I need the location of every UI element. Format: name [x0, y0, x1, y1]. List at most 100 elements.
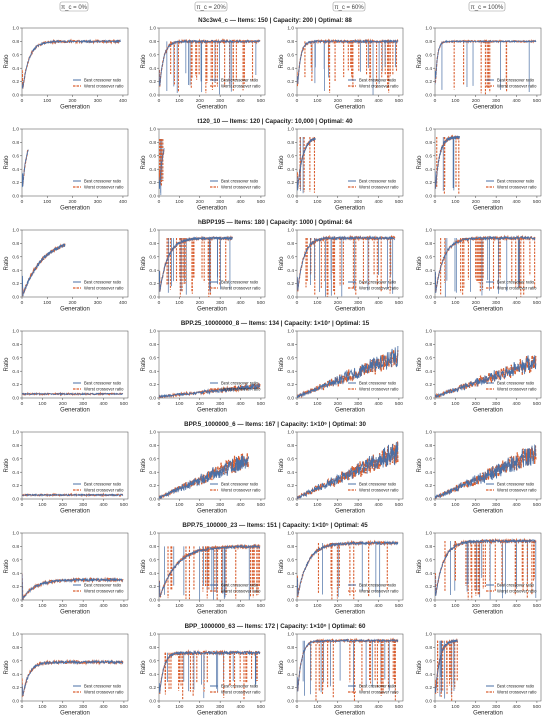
best-series-line [159, 650, 261, 694]
x-tick-label: 100 [451, 603, 459, 609]
x-tick-label: 200 [196, 704, 204, 710]
x-tick-label: 300 [492, 98, 500, 104]
x-tick-label: 400 [237, 603, 245, 609]
y-tick-label: 0.2 [12, 180, 19, 186]
x-tick-label: 100 [38, 704, 46, 710]
x-axis-label: Generation [335, 610, 365, 616]
x-tick-label: 500 [533, 401, 541, 407]
x-tick-label: 0 [21, 300, 24, 306]
legend-best-label: Best crossover ratio [221, 684, 259, 689]
legend-best-label: Best crossover ratio [221, 381, 259, 386]
legend-best-label: Best crossover ratio [359, 381, 397, 386]
x-tick-label: 500 [120, 704, 128, 710]
worst-series-line [22, 243, 66, 297]
legend-best-label: Best crossover ratio [221, 583, 259, 588]
x-tick-label: 100 [175, 199, 183, 205]
legend-best-label: Best crossover ratio [84, 179, 122, 184]
panel-r3-c0: 0.0 0.2 0.4 0.6 0.8 1.0 0 100 200 300 400 500 Genera… [4, 329, 128, 414]
x-tick-label: 100 [38, 401, 46, 407]
best-series-line [297, 442, 399, 499]
y-tick-label: 0.4 [149, 571, 156, 577]
best-series-line [159, 543, 261, 598]
y-tick-label: 0.2 [287, 685, 294, 691]
plot-frame [296, 431, 404, 500]
x-tick-label: 100 [313, 401, 321, 407]
plot-frame [21, 229, 129, 298]
column-tag-label: π_c = 60% [334, 5, 364, 11]
y-tick-label: 0.4 [425, 470, 432, 476]
plot-area [435, 537, 537, 600]
row-title-4: BPP.5_1000000_6 — Items: 167 | Capacity:… [184, 421, 366, 428]
y-axis-label: Ratio [141, 559, 147, 574]
y-tick-label: 1.0 [425, 531, 432, 537]
plot-area [22, 149, 29, 188]
x-tick-label: 400 [375, 603, 383, 609]
y-tick-label: 0.2 [425, 281, 432, 287]
x-tick-label: 0 [158, 603, 161, 609]
x-tick-label: 400 [513, 199, 521, 205]
best-series-line [435, 444, 537, 499]
y-tick-label: 0.8 [149, 241, 156, 247]
plot-area [297, 539, 399, 600]
y-tick-label: 0.0 [287, 295, 294, 301]
y-tick-label: 0.6 [425, 355, 432, 361]
panel-r4-c2: 0.0 0.2 0.4 0.6 0.8 1.0 0 100 200 300 400 500 Genera… [279, 430, 403, 515]
x-tick-label: 300 [354, 502, 362, 508]
y-tick-label: 1.0 [12, 127, 19, 133]
y-tick-label: 0.0 [425, 497, 432, 503]
x-tick-label: 100 [175, 98, 183, 104]
y-tick-label: 0.4 [12, 470, 19, 476]
x-tick-label: 200 [472, 300, 480, 306]
best-series-line [297, 235, 396, 291]
x-tick-label: 100 [451, 502, 459, 508]
x-axis-label: Generation [335, 408, 365, 414]
x-tick-label: 200 [196, 603, 204, 609]
y-tick-label: 0.4 [12, 66, 19, 72]
x-tick-label: 400 [100, 502, 108, 508]
x-tick-label: 300 [79, 401, 87, 407]
x-tick-label: 0 [296, 98, 299, 104]
y-tick-label: 0.8 [287, 140, 294, 146]
plot-area [297, 234, 396, 297]
best-series-line [22, 149, 29, 188]
legend-worst-label: Worst crossover ratio [84, 185, 124, 190]
plot-frame [296, 229, 404, 298]
x-tick-label: 400 [375, 401, 383, 407]
column-tag-3: π_c = 100% [468, 1, 506, 12]
y-tick-label: 0.8 [425, 140, 432, 146]
x-tick-label: 200 [334, 401, 342, 407]
x-tick-label: 0 [434, 502, 437, 508]
x-tick-label: 100 [313, 502, 321, 508]
y-tick-label: 0.4 [287, 66, 294, 72]
legend-best-label: Best crossover ratio [497, 583, 535, 588]
y-tick-label: 0.0 [287, 699, 294, 705]
x-tick-label: 200 [334, 98, 342, 104]
y-tick-label: 1.0 [287, 430, 294, 436]
panel-r4-c1: 0.0 0.2 0.4 0.6 0.8 1.0 0 100 200 300 400 500 Genera… [141, 430, 265, 515]
y-axis-label: Ratio [417, 357, 423, 372]
panel-r5-c0: 0.0 0.2 0.4 0.6 0.8 1.0 0 100 200 300 400 500 Genera… [4, 531, 128, 616]
x-tick-label: 400 [237, 300, 245, 306]
x-axis-label: Generation [335, 711, 365, 717]
legend-best-label: Best crossover ratio [497, 179, 535, 184]
x-tick-label: 500 [533, 98, 541, 104]
x-axis-label: Generation [473, 307, 503, 313]
y-tick-label: 0.6 [149, 456, 156, 462]
plot-frame [21, 633, 129, 702]
plot-area [159, 543, 261, 600]
x-tick-label: 300 [216, 401, 224, 407]
x-tick-label: 300 [492, 603, 500, 609]
y-axis-label: Ratio [279, 559, 285, 574]
plot-area [435, 638, 459, 701]
y-tick-label: 0.2 [149, 685, 156, 691]
y-tick-label: 0.4 [425, 167, 432, 173]
y-tick-label: 1.0 [287, 127, 294, 133]
y-tick-label: 0.6 [287, 658, 294, 664]
x-axis-label: Generation [197, 509, 227, 515]
legend-worst-label: Worst crossover ratio [221, 84, 261, 89]
y-tick-label: 0.8 [149, 140, 156, 146]
